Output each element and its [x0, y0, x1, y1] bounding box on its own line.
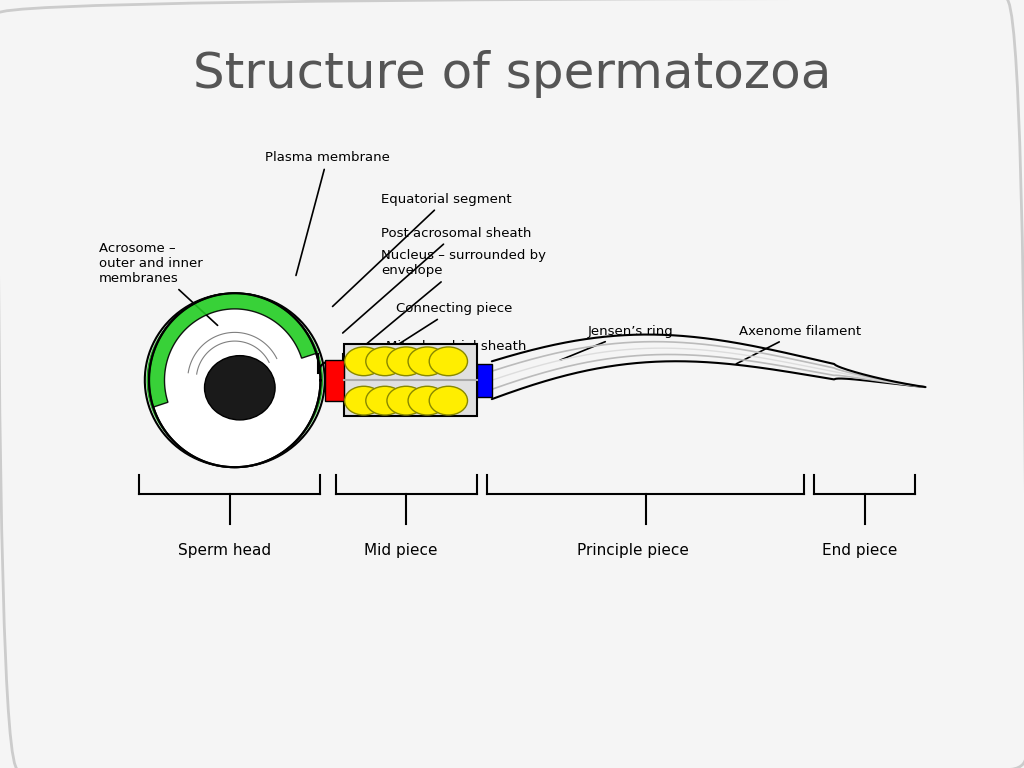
Polygon shape	[150, 293, 316, 407]
Text: Structure of spermatozoa: Structure of spermatozoa	[193, 50, 831, 98]
Text: Post acrosomal sheath: Post acrosomal sheath	[343, 227, 531, 333]
FancyBboxPatch shape	[344, 344, 477, 416]
Bar	[477, 363, 492, 397]
Text: Nucleus – surrounded by
envelope: Nucleus – surrounded by envelope	[348, 250, 546, 359]
Ellipse shape	[409, 386, 446, 415]
Bar	[326, 359, 344, 401]
Text: Axenome filament: Axenome filament	[736, 325, 861, 364]
Ellipse shape	[366, 347, 404, 376]
Ellipse shape	[409, 347, 446, 376]
Text: Acrosome –
outer and inner
membranes: Acrosome – outer and inner membranes	[98, 242, 218, 326]
Ellipse shape	[387, 347, 425, 376]
Text: Jensen’s ring: Jensen’s ring	[560, 325, 674, 360]
Text: Mid piece: Mid piece	[365, 543, 438, 558]
Text: Principle piece: Principle piece	[578, 543, 689, 558]
Text: Mitochondrial sheath: Mitochondrial sheath	[386, 340, 526, 375]
Text: End piece: End piece	[822, 543, 897, 558]
Ellipse shape	[366, 386, 404, 415]
Ellipse shape	[429, 347, 468, 376]
Ellipse shape	[387, 386, 425, 415]
Text: Connecting piece: Connecting piece	[369, 302, 512, 363]
Ellipse shape	[345, 386, 383, 415]
Polygon shape	[150, 293, 321, 467]
Text: Sperm head: Sperm head	[178, 543, 271, 558]
Ellipse shape	[205, 356, 275, 420]
Ellipse shape	[429, 386, 468, 415]
Ellipse shape	[345, 347, 383, 376]
Text: Equatorial segment: Equatorial segment	[333, 193, 512, 306]
Text: Plasma membrane: Plasma membrane	[265, 151, 390, 276]
